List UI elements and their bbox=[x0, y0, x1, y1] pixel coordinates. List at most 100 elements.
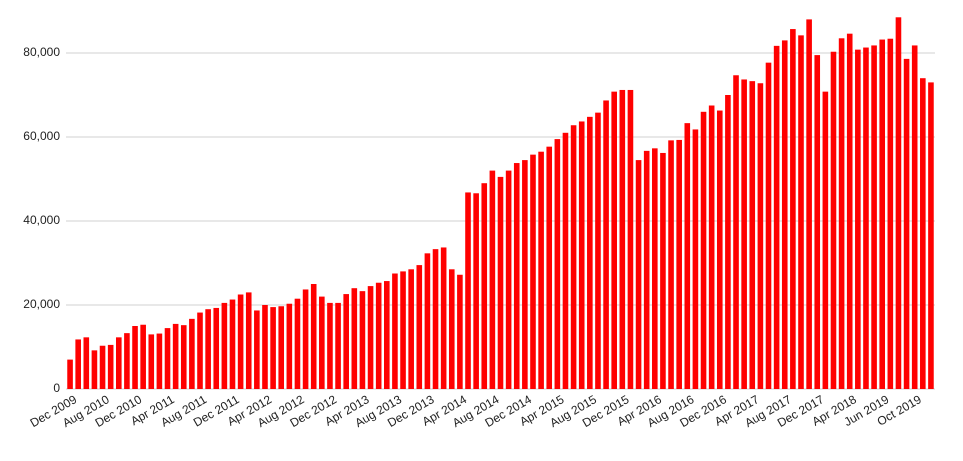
bar bbox=[221, 302, 228, 389]
bar bbox=[294, 298, 301, 389]
bar bbox=[798, 35, 804, 390]
bar bbox=[562, 132, 569, 390]
bar bbox=[863, 47, 869, 389]
bar bbox=[733, 75, 739, 389]
bar bbox=[603, 100, 609, 390]
bar bbox=[505, 170, 512, 389]
bar bbox=[570, 125, 577, 390]
bar bbox=[619, 89, 626, 390]
bar bbox=[838, 38, 845, 390]
bar bbox=[522, 160, 528, 389]
bar bbox=[781, 40, 788, 390]
bar bbox=[416, 265, 423, 389]
bar bbox=[335, 302, 341, 389]
bar bbox=[627, 89, 634, 390]
bar bbox=[67, 359, 73, 389]
y-tick-label: 60,000 bbox=[23, 129, 60, 143]
y-tick-label: 20,000 bbox=[23, 297, 60, 311]
bar bbox=[806, 19, 812, 390]
bar bbox=[359, 291, 366, 389]
bar bbox=[213, 307, 220, 389]
bar bbox=[278, 306, 285, 389]
bar bbox=[310, 284, 317, 389]
bar bbox=[351, 288, 358, 389]
bar bbox=[383, 281, 390, 389]
bar bbox=[254, 310, 260, 389]
bar bbox=[302, 289, 309, 389]
bar bbox=[871, 45, 877, 389]
bar bbox=[757, 83, 764, 390]
bar bbox=[189, 318, 195, 389]
bar bbox=[432, 249, 439, 389]
bar bbox=[245, 292, 252, 389]
bar bbox=[132, 326, 138, 389]
bar bbox=[668, 140, 674, 389]
bar bbox=[749, 81, 756, 389]
bar bbox=[99, 345, 106, 389]
bar bbox=[611, 91, 618, 389]
bar bbox=[676, 139, 682, 389]
bar bbox=[765, 62, 772, 389]
bar bbox=[156, 333, 163, 389]
y-tick-label: 80,000 bbox=[23, 45, 60, 59]
bar bbox=[652, 148, 658, 389]
bar bbox=[773, 45, 780, 390]
bar bbox=[75, 339, 81, 389]
bar bbox=[822, 91, 829, 389]
bar bbox=[489, 170, 496, 389]
bar bbox=[554, 139, 561, 389]
bar bbox=[587, 116, 593, 389]
bar bbox=[375, 282, 382, 389]
bar bbox=[692, 129, 699, 389]
bar bbox=[635, 160, 642, 389]
bar bbox=[367, 286, 374, 389]
bar bbox=[465, 192, 471, 389]
bar bbox=[91, 350, 98, 389]
bar bbox=[270, 307, 276, 389]
bar bbox=[124, 333, 130, 389]
bar bbox=[473, 193, 479, 389]
bar bbox=[879, 39, 886, 390]
bar bbox=[115, 337, 122, 389]
y-tick-label: 40,000 bbox=[23, 213, 60, 227]
bar bbox=[286, 303, 293, 389]
bar bbox=[457, 274, 463, 389]
bar bbox=[148, 334, 155, 389]
bar bbox=[530, 154, 536, 389]
bar bbox=[172, 323, 179, 389]
bar bbox=[578, 121, 585, 390]
bar bbox=[229, 299, 236, 389]
bar bbox=[716, 110, 723, 389]
bar bbox=[164, 328, 171, 389]
bar bbox=[928, 82, 934, 390]
bar bbox=[708, 105, 715, 389]
bar bbox=[497, 176, 504, 389]
bar bbox=[700, 111, 707, 390]
bar bbox=[538, 151, 544, 389]
bar bbox=[846, 33, 853, 390]
bar bbox=[595, 112, 601, 389]
bar bbox=[855, 49, 861, 389]
bar bbox=[830, 51, 837, 390]
bar bbox=[327, 302, 333, 389]
bar bbox=[197, 312, 203, 389]
bar bbox=[911, 45, 918, 389]
bar bbox=[440, 247, 447, 389]
bar bbox=[725, 95, 731, 389]
bar bbox=[237, 294, 244, 389]
bar bbox=[392, 273, 398, 389]
bar bbox=[481, 183, 488, 389]
bar bbox=[546, 146, 553, 389]
bar bbox=[903, 58, 910, 389]
bar bbox=[741, 79, 747, 390]
bar bbox=[684, 123, 691, 389]
bar bbox=[83, 337, 90, 389]
bar bbox=[887, 38, 894, 389]
bar bbox=[895, 17, 902, 390]
bar bbox=[424, 253, 431, 389]
y-tick-label: 0 bbox=[53, 381, 60, 395]
bar bbox=[205, 309, 211, 389]
bar bbox=[180, 325, 187, 389]
bar bbox=[643, 150, 650, 389]
